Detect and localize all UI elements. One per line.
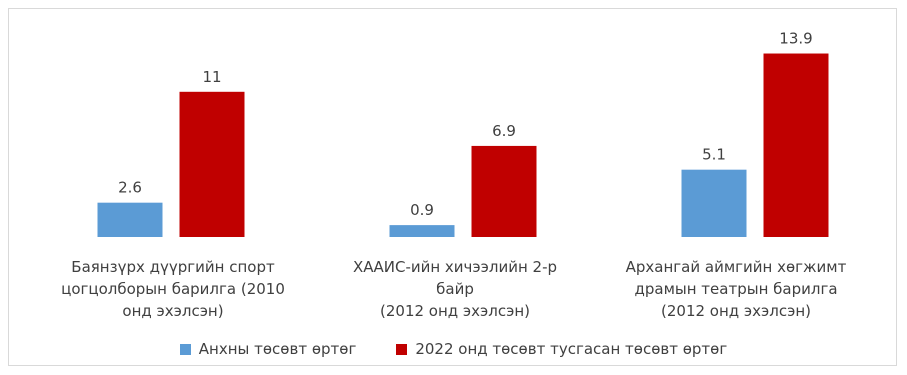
value-label-2022-3: 13.9 <box>779 30 812 48</box>
value-label-2022-2: 6.9 <box>492 122 516 140</box>
category-label-2: ХААИС-ийн хичээлийн 2-р байр (2012 онд э… <box>352 258 558 320</box>
legend-item-2022: 2022 онд төсөвт тусгасан төсөвт өртөг <box>396 340 727 358</box>
value-label-2022-1: 11 <box>202 68 221 86</box>
legend-item-initial: Анхны төсөвт өртөг <box>179 340 357 358</box>
bar-2022-3 <box>763 53 829 237</box>
category-label-3: Архангай аймгийн хөгжимт драмын театрын … <box>625 258 847 320</box>
bar-initial-3 <box>681 169 747 237</box>
chart-frame <box>8 8 897 366</box>
legend-label-2022: 2022 онд төсөвт тусгасан төсөвт өртөг <box>415 340 728 358</box>
legend-swatch-blue <box>179 343 191 355</box>
legend-label-initial: Анхны төсөвт өртөг <box>198 340 357 358</box>
value-label-initial-2: 0.9 <box>410 201 434 219</box>
bar-2022-2 <box>471 145 537 237</box>
bar-initial-2 <box>389 225 455 237</box>
legend: Анхны төсөвт өртөг 2022 онд төсөвт тусга… <box>0 340 907 358</box>
legend-swatch-red <box>396 343 408 355</box>
bar-2022-1 <box>179 91 245 237</box>
value-label-initial-1: 2.6 <box>118 179 142 197</box>
category-label-1: Баянзүрх дүүргийн спорт цогцолборын бари… <box>61 258 285 320</box>
bar-initial-1 <box>97 202 163 237</box>
value-label-initial-3: 5.1 <box>702 146 726 164</box>
